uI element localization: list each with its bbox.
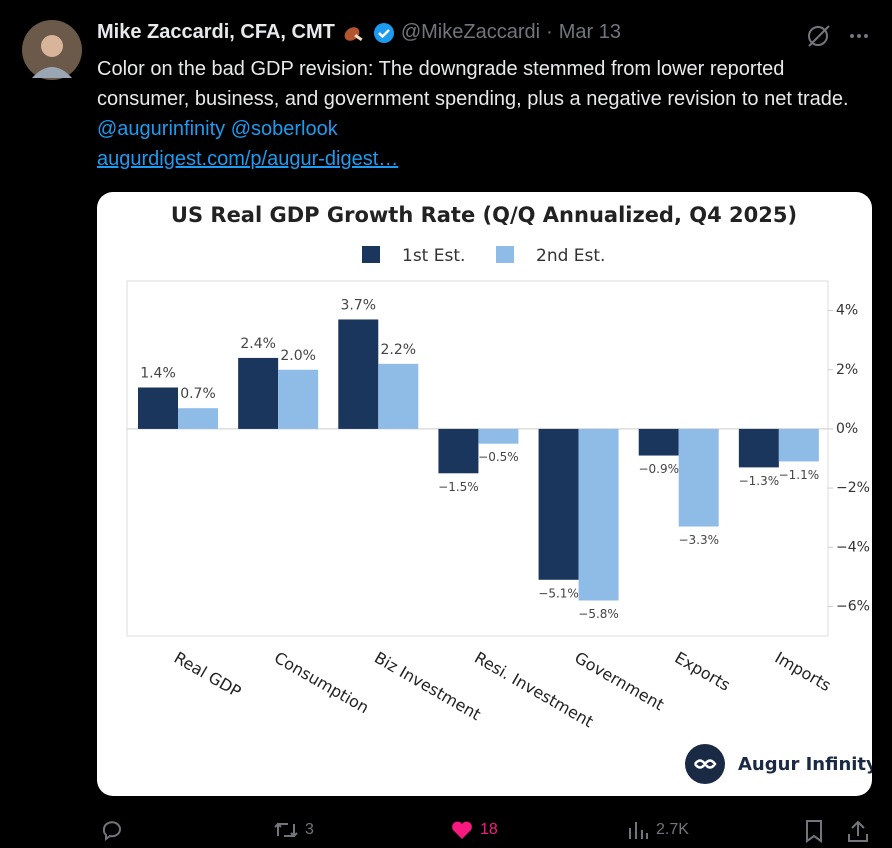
bar — [338, 319, 379, 429]
y-tick-label: −4% — [836, 539, 870, 555]
handle[interactable]: @MikeZaccardi — [400, 21, 541, 43]
brand-name: Augur Infinity — [738, 754, 872, 775]
like-button[interactable]: 18 — [450, 818, 498, 842]
views-button[interactable]: 2.7K — [626, 818, 689, 842]
value-label: −1.5% — [438, 480, 479, 494]
value-label: 1.4% — [140, 366, 176, 382]
legend-swatch — [496, 246, 514, 263]
bar — [638, 428, 679, 456]
mention[interactable]: @soberlook — [230, 118, 338, 140]
verified-badge — [373, 22, 394, 43]
y-tick-label: −2% — [836, 480, 870, 496]
bar — [278, 369, 319, 429]
share-button[interactable] — [848, 820, 868, 842]
value-label: 3.7% — [340, 297, 376, 313]
value-label: −5.1% — [538, 586, 579, 600]
plot-frame — [126, 280, 829, 637]
grok-button[interactable] — [808, 25, 830, 47]
bar — [678, 428, 719, 527]
value-label: 0.7% — [180, 386, 216, 402]
legend-label: 2nd Est. — [536, 246, 605, 266]
y-tick-label: 2% — [836, 362, 858, 378]
chart[interactable]: US Real GDP Growth Rate (Q/Q Annualized,… — [97, 192, 872, 796]
x-tick-label: Imports — [772, 648, 835, 695]
value-label: −5.8% — [578, 607, 619, 621]
x-tick-label: Real GDP — [171, 648, 245, 702]
tweet-text: Color on the bad GDP revision: The downg… — [97, 54, 867, 174]
value-label: 2.4% — [240, 336, 276, 352]
like-icon — [452, 821, 472, 839]
bar — [438, 428, 479, 474]
y-tick-label: −6% — [836, 598, 870, 614]
x-tick-label: Exports — [672, 648, 734, 695]
y-tick-label: 0% — [836, 421, 858, 437]
retweet-count: 3 — [305, 821, 314, 838]
value-label: −1.3% — [739, 474, 780, 488]
x-tick-label: Biz Investment — [371, 648, 484, 724]
reply-button[interactable] — [100, 818, 124, 842]
bar — [378, 363, 419, 429]
more-button[interactable] — [850, 34, 868, 38]
views-count: 2.7K — [656, 821, 689, 838]
reply-icon — [102, 821, 121, 841]
tweet-header: Mike Zaccardi, CFA, CMT @MikeZaccardi · … — [97, 21, 621, 44]
value-label: −3.3% — [678, 533, 719, 547]
y-tick-label: 4% — [836, 303, 858, 319]
x-tick-label: Government — [571, 648, 667, 714]
value-label: 2.2% — [380, 342, 416, 358]
bar — [778, 428, 819, 462]
emoji — [344, 26, 363, 41]
top-actions — [808, 25, 868, 47]
legend-swatch — [362, 246, 380, 263]
value-label: 2.0% — [280, 348, 316, 364]
bookmark-button[interactable] — [806, 820, 822, 843]
bar — [178, 408, 218, 429]
value-label: −1.1% — [779, 468, 820, 482]
author-name[interactable]: Mike Zaccardi, CFA, CMT — [97, 21, 335, 43]
retweet-button[interactable]: 3 — [273, 818, 314, 842]
avatar[interactable] — [22, 20, 82, 80]
retweet-icon — [274, 822, 298, 838]
bar — [138, 387, 178, 429]
mention[interactable]: @augurinfinity — [97, 118, 226, 140]
logo-glyph — [693, 759, 717, 769]
separator: · — [546, 21, 553, 43]
bar — [738, 428, 779, 468]
bar — [578, 428, 619, 601]
bar — [538, 428, 579, 580]
legend-label: 1st Est. — [402, 246, 465, 266]
date[interactable]: Mar 13 — [558, 21, 621, 43]
text: Color on the bad GDP revision: The downg… — [97, 58, 849, 110]
views-icon — [629, 822, 648, 839]
value-label: −0.9% — [638, 462, 679, 476]
like-count: 18 — [480, 821, 498, 838]
chart-title: US Real GDP Growth Rate (Q/Q Annualized,… — [171, 203, 797, 227]
bar — [478, 428, 519, 444]
end-actions — [806, 820, 868, 843]
value-label: −0.5% — [478, 450, 519, 464]
link[interactable]: augurdigest.com/p/augur-digest… — [97, 148, 399, 170]
bar — [238, 357, 279, 429]
x-tick-label: Consumption — [271, 648, 372, 717]
